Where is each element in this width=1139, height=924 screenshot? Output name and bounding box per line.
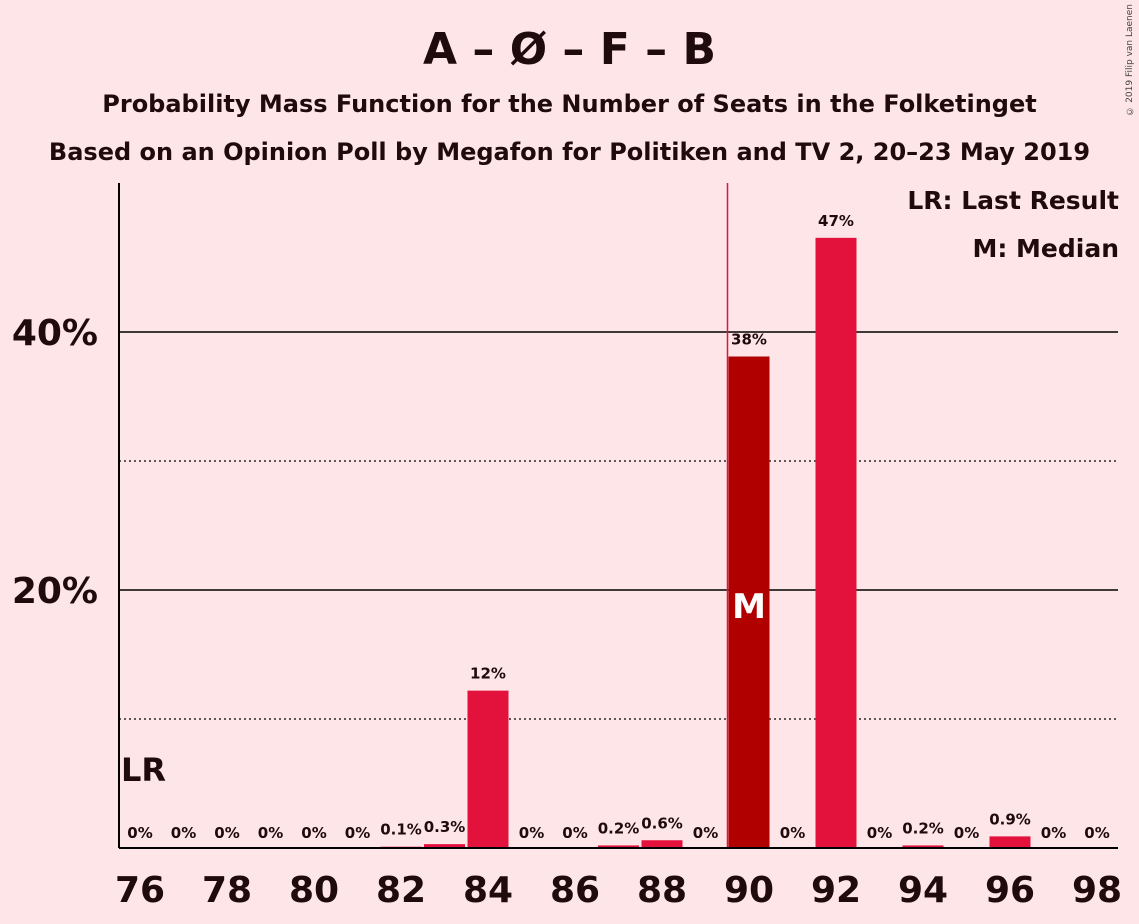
data-label: 0%: [171, 824, 196, 842]
x-tick-label: 82: [376, 870, 426, 911]
data-label: 0%: [519, 824, 544, 842]
data-label: 0%: [127, 824, 152, 842]
data-label: 38%: [731, 331, 767, 349]
last-result-marker: LR: [121, 751, 166, 789]
data-label: 0%: [1041, 824, 1066, 842]
bar: [598, 845, 639, 848]
data-label: 0%: [867, 824, 892, 842]
data-label: 12%: [470, 665, 506, 683]
bar: [728, 356, 770, 848]
chart-title: A – Ø – F – B: [423, 24, 716, 75]
y-tick-label: 40%: [12, 313, 98, 354]
x-tick-label: 94: [898, 870, 948, 911]
chart-subtitle-1: Probability Mass Function for the Number…: [102, 90, 1037, 118]
data-label: 47%: [818, 212, 854, 230]
bar: [467, 690, 509, 848]
data-label: 0%: [214, 824, 239, 842]
x-tick-label: 96: [985, 870, 1035, 911]
x-tick-label: 76: [115, 870, 165, 911]
bar: [424, 844, 465, 848]
x-tick-label: 86: [550, 870, 600, 911]
data-label: 0.9%: [989, 810, 1031, 828]
data-label: 0%: [562, 824, 587, 842]
x-tick-label: 88: [637, 870, 687, 911]
legend-median: M: Median: [972, 234, 1119, 263]
legend-last-result: LR: Last Result: [907, 186, 1119, 215]
data-label: 0%: [780, 824, 805, 842]
data-label: 0.1%: [380, 821, 422, 839]
x-tick-label: 78: [202, 870, 252, 911]
data-label: 0%: [693, 824, 718, 842]
x-tick-label: 84: [463, 870, 513, 911]
bar: [902, 845, 944, 848]
data-label: 0%: [345, 824, 370, 842]
data-label: 0%: [258, 824, 283, 842]
data-label: 0.2%: [902, 819, 944, 837]
data-label: 0.2%: [598, 819, 640, 837]
x-tick-label: 98: [1072, 870, 1122, 911]
chart-subtitle-2: Based on an Opinion Poll by Megafon for …: [48, 138, 1091, 166]
data-label: 0%: [954, 824, 979, 842]
data-label: 0.6%: [641, 814, 683, 832]
x-tick-label: 80: [289, 870, 339, 911]
bar: [989, 836, 1031, 848]
data-label: 0%: [301, 824, 326, 842]
x-tick-label: 92: [811, 870, 861, 911]
data-label: 0%: [1084, 824, 1109, 842]
data-label: 0.3%: [424, 818, 466, 836]
bar: [641, 840, 683, 848]
bar: [815, 237, 857, 848]
x-tick-label: 90: [724, 870, 774, 911]
y-tick-label: 20%: [12, 571, 98, 612]
median-marker: M: [732, 587, 766, 627]
